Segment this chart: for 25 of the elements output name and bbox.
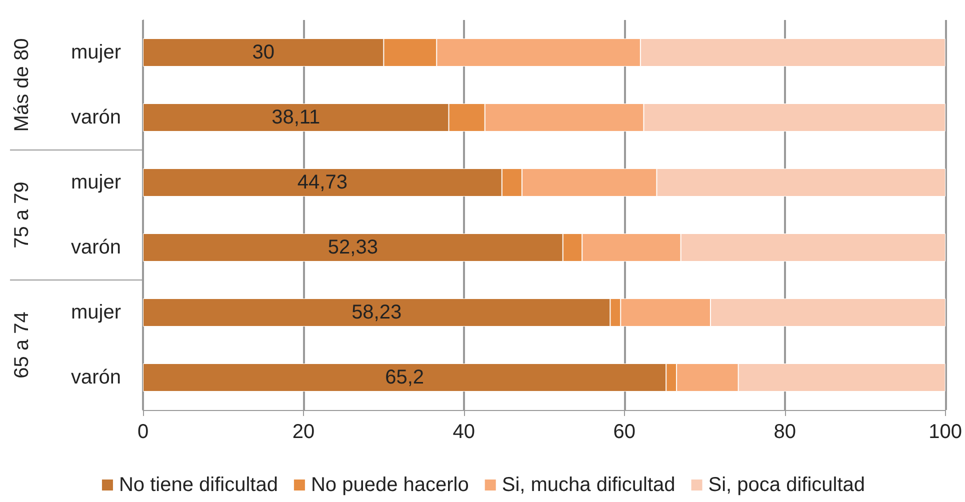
legend-label: Si, poca dificultad [708,474,866,496]
y-tick-label: varón [70,236,121,258]
legend-label: No puede hacerlo [310,474,469,496]
text: 75 a 79 [11,182,33,248]
y-tick-label: mujer [70,302,122,324]
data-label: 44,73 [297,172,348,194]
x-tick-label: 20 [292,421,315,443]
y-tick-label: mujer [70,172,122,194]
y-tick-label: varón [70,366,121,388]
x-tick-label: 80 [774,421,796,443]
data-label: 52,33 [328,236,378,258]
legend-label: No tiene dificultad [118,474,278,496]
x-tick-label: 40 [452,421,476,443]
text: Más de 80 [11,38,33,132]
x-tick-label: 60 [613,421,636,443]
y-tick-label: mujer [70,42,122,64]
x-tick-label: 100 [928,421,962,443]
legend-label: Si, mucha dificultad [502,474,676,496]
data-label: 65,2 [385,366,424,388]
text: 65 a 74 [11,312,33,378]
x-tick-label: 0 [137,421,149,443]
y-tick-label: varón [70,106,121,128]
data-label: 30 [252,42,274,64]
data-label: 38,11 [272,106,320,128]
data-label: 58,23 [352,302,402,324]
